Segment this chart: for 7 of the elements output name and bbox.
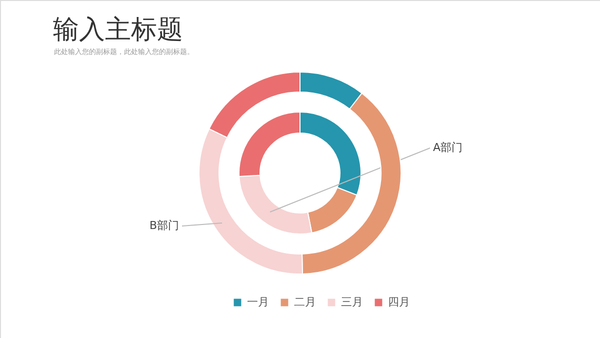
chart-title: 输入主标题 (53, 15, 183, 45)
legend-label: 二月 (294, 296, 316, 309)
slice-label: B部门 (149, 219, 179, 232)
legend-label: 一月 (247, 296, 269, 309)
slice-label: A部门 (433, 141, 463, 154)
legend-label: 四月 (388, 296, 410, 309)
legend-label: 三月 (341, 296, 363, 309)
